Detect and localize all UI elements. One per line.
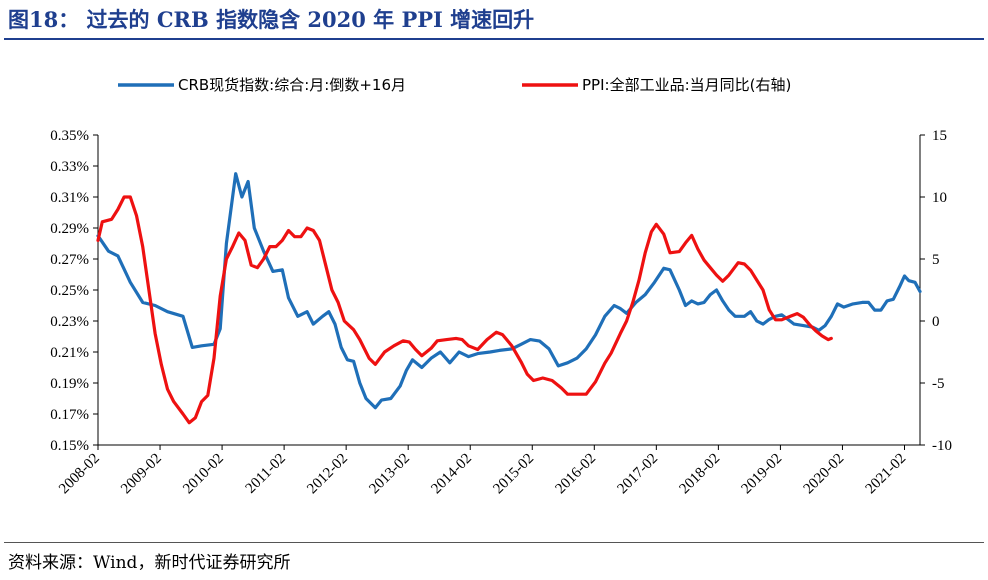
x-tick-label: 2017-02	[614, 451, 661, 498]
x-tick-label: 2013-02	[366, 451, 413, 498]
left-tick-label: 0.17%	[50, 407, 89, 423]
left-tick-label: 0.31%	[50, 190, 89, 206]
x-tick-label: 2015-02	[490, 451, 537, 498]
x-tick-label: 2021-02	[863, 451, 910, 498]
legend: CRB现货指数:综合:月:倒数+16月 PPI:全部工业品:当月同比(右轴)	[118, 76, 791, 94]
right-tick-label: -5	[932, 376, 945, 392]
right-tick-label: 0	[932, 314, 940, 330]
left-tick-label: 0.27%	[50, 252, 89, 268]
left-tick-label: 0.19%	[50, 376, 89, 392]
x-tick-label: 2008-02	[56, 451, 103, 498]
left-tick-label: 0.23%	[50, 314, 89, 330]
page-title: 图18： 过去的 CRB 指数隐含 2020 年 PPI 增速回升	[8, 7, 535, 32]
x-tick-label: 2019-02	[739, 451, 786, 498]
x-tick-label: 2012-02	[304, 451, 351, 498]
left-tick-label: 0.29%	[50, 221, 89, 237]
left-tick-label: 0.33%	[50, 159, 89, 175]
left-tick-label: 0.21%	[50, 345, 89, 361]
legend-label: CRB现货指数:综合:月:倒数+16月	[178, 76, 406, 94]
x-tick-label: 2011-02	[243, 451, 289, 497]
x-tick-label: 2016-02	[552, 451, 599, 498]
right-tick-label: -10	[932, 438, 952, 454]
series-layer	[96, 172, 922, 425]
x-tick-label: 2014-02	[428, 451, 475, 498]
chart: CRB现货指数:综合:月:倒数+16月 PPI:全部工业品:当月同比(右轴) 0.…	[50, 76, 952, 497]
right-tick-label: 10	[932, 190, 947, 206]
x-tick-label: 2018-02	[677, 451, 724, 498]
footer-divider	[4, 542, 984, 543]
x-tick-label: 2010-02	[180, 451, 227, 498]
title-divider	[4, 38, 984, 40]
x-tick-label: 2009-02	[118, 451, 165, 498]
right-tick-label: 15	[932, 128, 947, 144]
left-tick-label: 0.35%	[50, 128, 89, 144]
x-tick-label: 2020-02	[801, 451, 848, 498]
axes: 0.15% 0.17% 0.19% 0.21% 0.23% 0.25% 0.27% 0.29%…	[50, 128, 952, 497]
left-tick-label: 0.25%	[50, 283, 89, 299]
left-tick-label: 0.15%	[50, 438, 89, 454]
right-tick-label: 5	[932, 252, 940, 268]
source-note: 资料来源：Wind，新时代证券研究所	[8, 553, 291, 573]
ppi-series-line	[96, 195, 833, 425]
legend-label: PPI:全部工业品:当月同比(右轴)	[582, 76, 791, 94]
